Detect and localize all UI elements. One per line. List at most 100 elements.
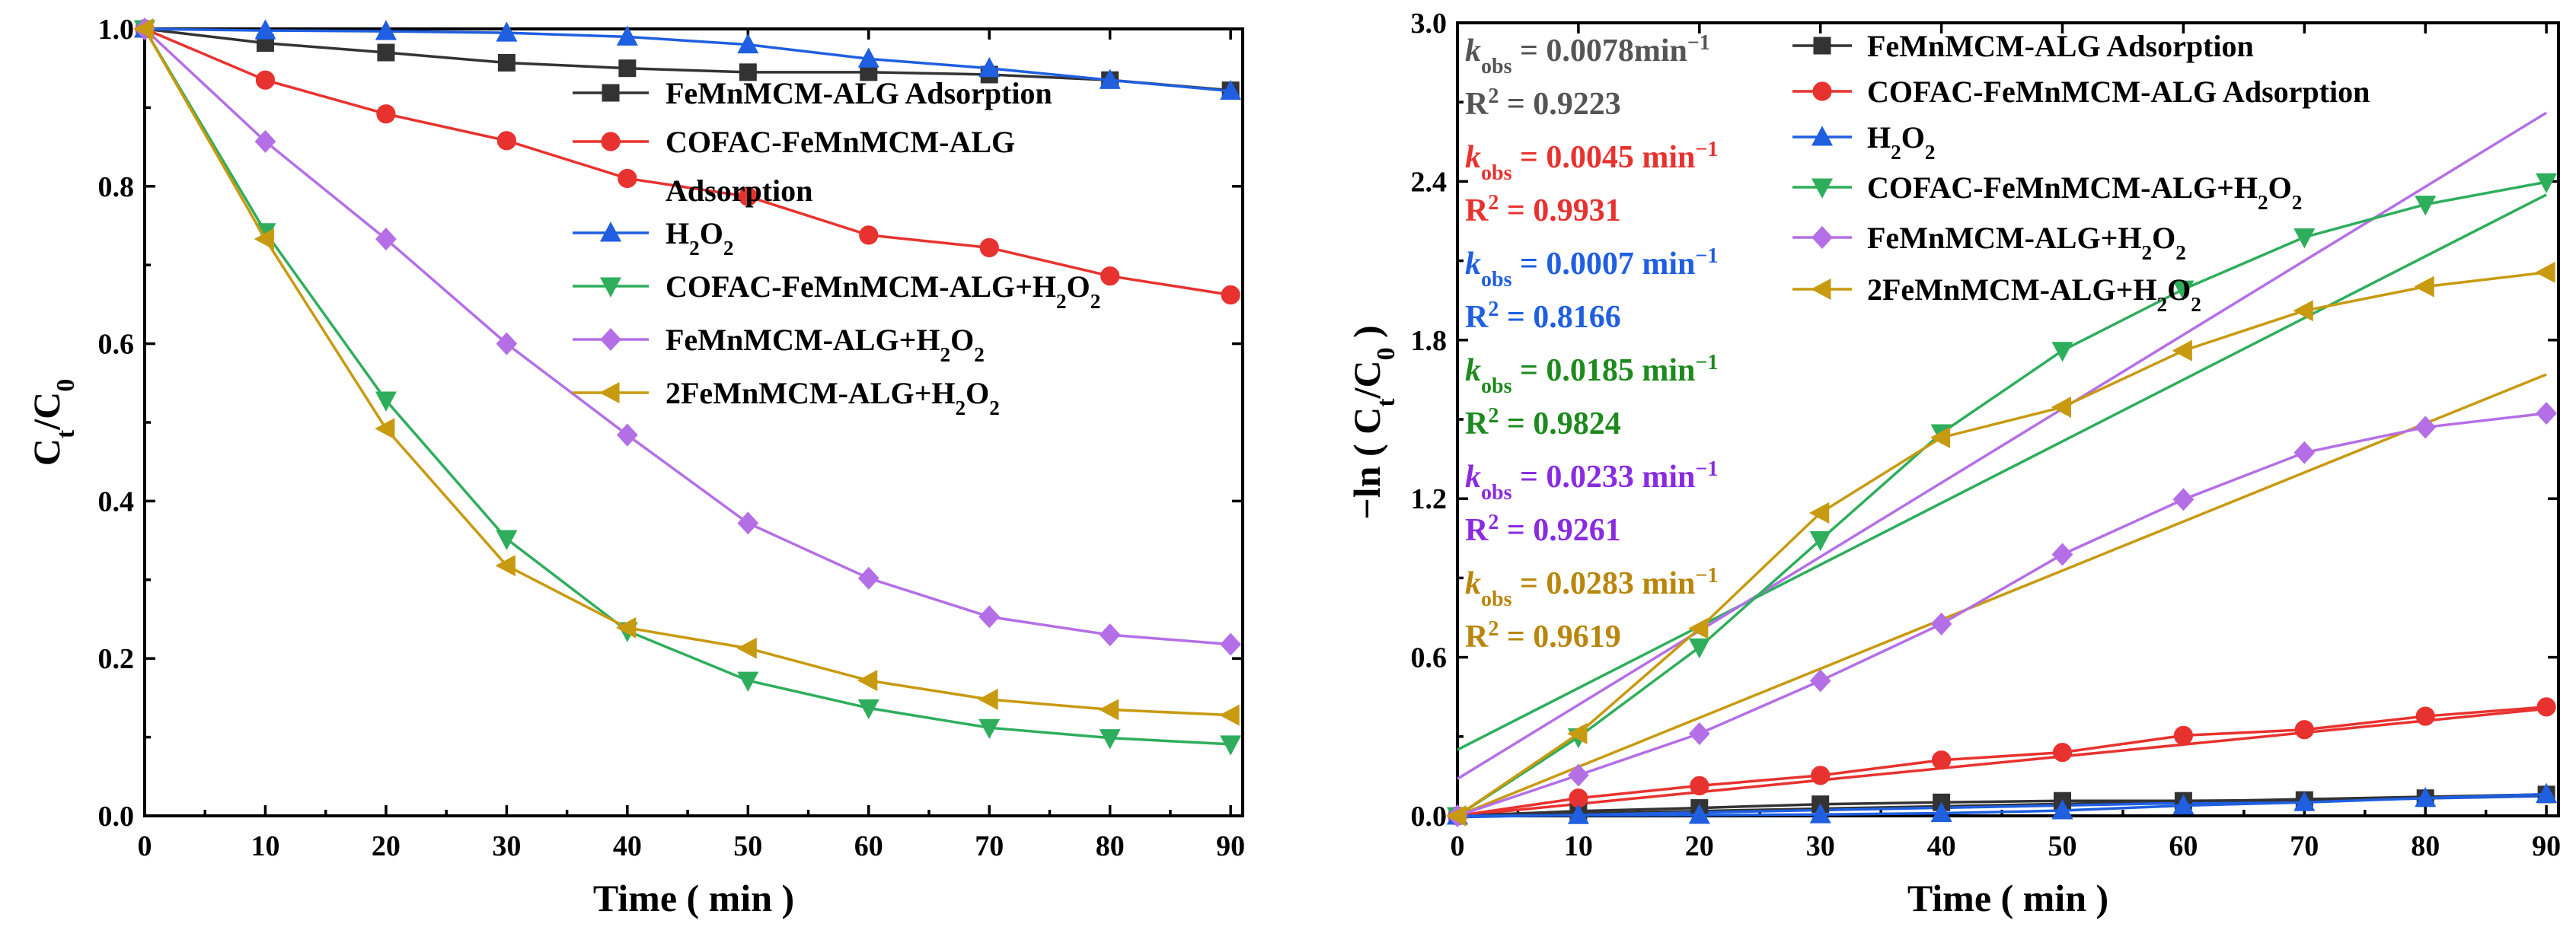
y-tick-label: 1.8 [1411, 325, 1448, 357]
x-tick-label: 50 [2048, 830, 2077, 862]
data-point [618, 59, 637, 78]
data-point [1808, 502, 1830, 524]
data-point [377, 43, 395, 62]
data-point [495, 555, 516, 577]
data-point [2415, 196, 2437, 216]
data-point [1930, 426, 1951, 448]
data-point [857, 566, 879, 590]
data-point [737, 33, 759, 54]
chart-right-ln-ct-c0: 0 10 20 30 40 50 60 70 80 90 0.0 0.6 1.2 1.8 2.4 3.0 Tim… [1345, 8, 2561, 919]
data-point [2536, 401, 2557, 425]
series-line [1457, 412, 2547, 817]
x-tick-label: 80 [1096, 830, 1125, 862]
data-point [496, 21, 518, 42]
legend-label: FeMnMCM-ALG Adsorption [666, 76, 1052, 110]
x-tick-label: 40 [613, 830, 642, 862]
data-point [616, 25, 638, 46]
data-point [857, 47, 879, 68]
data-point [737, 671, 759, 692]
data-point [1811, 766, 1831, 785]
data-point [1809, 803, 1831, 823]
data-point [496, 332, 518, 355]
data-point [857, 670, 878, 692]
r-squared-label: R2 = 0.9931 [1465, 191, 1621, 229]
series-line [144, 27, 1231, 93]
y-axis-label: Ct/C0 [25, 379, 80, 466]
y-tick-label: 0.2 [98, 643, 135, 675]
data-point [2172, 794, 2195, 814]
data-point [978, 718, 1001, 740]
data-point [2051, 543, 2073, 566]
data-point [739, 63, 757, 81]
data-point [1690, 776, 1709, 796]
data-point [1100, 266, 1120, 286]
legend-label: COFAC-FeMnMCM-ALG+H2O2 [1867, 170, 2302, 214]
data-point [2293, 300, 2313, 322]
data-point [738, 186, 758, 206]
legend-marker [1811, 278, 1831, 301]
data-point [2172, 280, 2195, 301]
data-point [2172, 488, 2195, 511]
x-tick-label: 10 [1564, 830, 1593, 862]
x-axis-label: Time ( min ) [593, 877, 794, 919]
data-point [857, 699, 879, 720]
series-line [1457, 271, 2547, 817]
legend-label: 2FeMnMCM-ALG+H2O2 [666, 376, 1000, 419]
x-tick-label: 30 [492, 830, 521, 862]
data-point [1446, 804, 1467, 827]
y-tick-label: 1.0 [98, 14, 135, 46]
legend-marker [1811, 178, 1834, 199]
legend-label: COFAC-FeMnMCM-ALG+H2O2 [666, 269, 1100, 313]
r-squared-label: R2 = 0.9619 [1465, 617, 1621, 655]
data-point [1688, 638, 1710, 659]
k-obs-label: kobs = 0.0078min−1 [1465, 31, 1710, 78]
x-tick-label: 90 [2532, 830, 2561, 862]
x-tick-label: 70 [975, 830, 1004, 862]
data-point [2415, 706, 2435, 726]
data-point [2173, 725, 2194, 746]
series-2femnmcm-alg-h2o2 [1446, 261, 2555, 827]
data-point [737, 511, 759, 535]
legend-label: FeMnMCM-ALG Adsorption [1867, 29, 2254, 63]
data-point [133, 18, 154, 40]
data-point [1220, 79, 1242, 100]
data-point [978, 605, 1001, 629]
series-2femnmcm-alg-h2o2 [133, 18, 1240, 726]
data-point [1687, 617, 1709, 639]
k-obs-label: kobs = 0.0283 min−1 [1465, 564, 1718, 611]
legend-label: COFAC-FeMnMCM-ALG [666, 125, 1015, 159]
x-tick-label: 0 [1451, 830, 1465, 862]
fit-line-2femnmcm-alg-h2o2 [1457, 373, 2547, 817]
x-tick-label: 40 [1927, 830, 1956, 862]
data-point [375, 20, 397, 40]
data-point [1098, 699, 1119, 721]
x-tick-label: 10 [251, 830, 279, 862]
series-cofac-femnmcm-alg-adsorption [135, 19, 1240, 305]
data-point [375, 391, 397, 412]
y-tick-label: 3.0 [1411, 8, 1448, 40]
data-point [496, 131, 516, 151]
data-point [2294, 228, 2316, 249]
data-point [1932, 750, 1952, 770]
fit-line-femnmcm-alg-h2o2 [1457, 111, 2548, 780]
y-tick-label: 0.0 [98, 801, 135, 833]
y-tick-label: 0.8 [98, 171, 135, 203]
data-point [497, 53, 516, 72]
data-point [736, 637, 757, 659]
series-line [1457, 792, 2547, 817]
data-point [2536, 173, 2558, 193]
legend: FeMnMCM-ALG Adsorption COFAC-FeMnMCM-ALG A… [573, 76, 1100, 419]
series-line [1457, 180, 2547, 817]
legend-label: FeMnMCM-ALG+H2O2 [666, 323, 985, 366]
x-tick-label: 20 [1685, 830, 1714, 862]
k-obs-label: kobs = 0.0007 min−1 [1465, 244, 1718, 291]
x-tick-label: 90 [1216, 830, 1245, 862]
legend: FeMnMCM-ALG Adsorption COFAC-FeMnMCM-ALG … [1792, 29, 2370, 316]
legend-marker [599, 221, 622, 242]
data-point [2172, 339, 2192, 362]
r-squared-label: R2 = 0.9261 [1465, 511, 1621, 549]
r-squared-label: R2 = 0.9824 [1465, 404, 1621, 442]
x-tick-label: 50 [733, 830, 762, 862]
y-axis-label: −ln ( Ct/C0 ) [1345, 325, 1400, 519]
